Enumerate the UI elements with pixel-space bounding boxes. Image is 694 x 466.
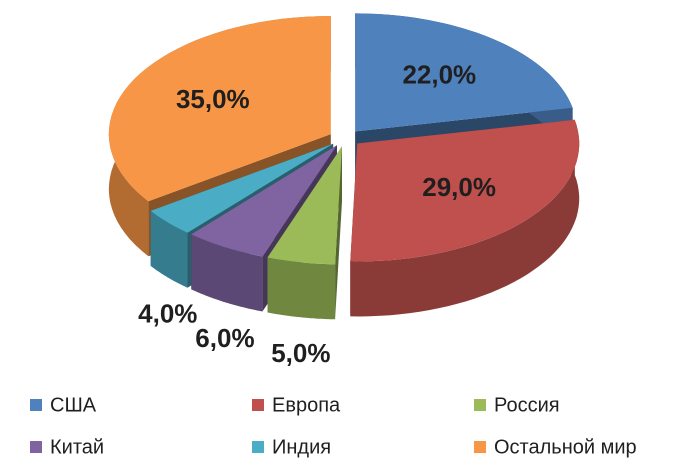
data-label: 6,0% xyxy=(195,323,254,353)
slice-wall xyxy=(150,210,188,288)
slice-top xyxy=(267,146,342,265)
legend-label: Китай xyxy=(50,436,104,458)
slice-wall xyxy=(191,234,263,312)
slice xyxy=(350,119,580,317)
legend-swatch xyxy=(252,399,264,411)
slice-wall xyxy=(350,119,580,317)
data-label: 29,0% xyxy=(422,172,496,202)
slice-wall xyxy=(267,257,336,320)
slice xyxy=(267,146,342,320)
legend-swatch xyxy=(30,399,42,411)
slice-top xyxy=(150,143,334,233)
legend-swatch xyxy=(474,441,486,453)
slice-top xyxy=(191,145,337,257)
slice-top xyxy=(108,16,331,202)
legend-label: Остальной мир xyxy=(494,436,637,458)
legend-swatch xyxy=(474,399,486,411)
legend-label: Россия xyxy=(494,394,560,416)
legend-swatch xyxy=(30,441,42,453)
legend-swatch xyxy=(252,441,264,453)
data-label: 4,0% xyxy=(138,298,197,328)
slice-top xyxy=(355,13,573,132)
data-label: 35,0% xyxy=(176,84,250,114)
legend-label: Европа xyxy=(272,394,341,416)
data-label: 5,0% xyxy=(271,338,330,368)
slice-top xyxy=(350,119,580,262)
data-label: 22,0% xyxy=(402,59,476,89)
legend-label: Индия xyxy=(272,436,331,458)
legend-label: США xyxy=(50,394,97,416)
